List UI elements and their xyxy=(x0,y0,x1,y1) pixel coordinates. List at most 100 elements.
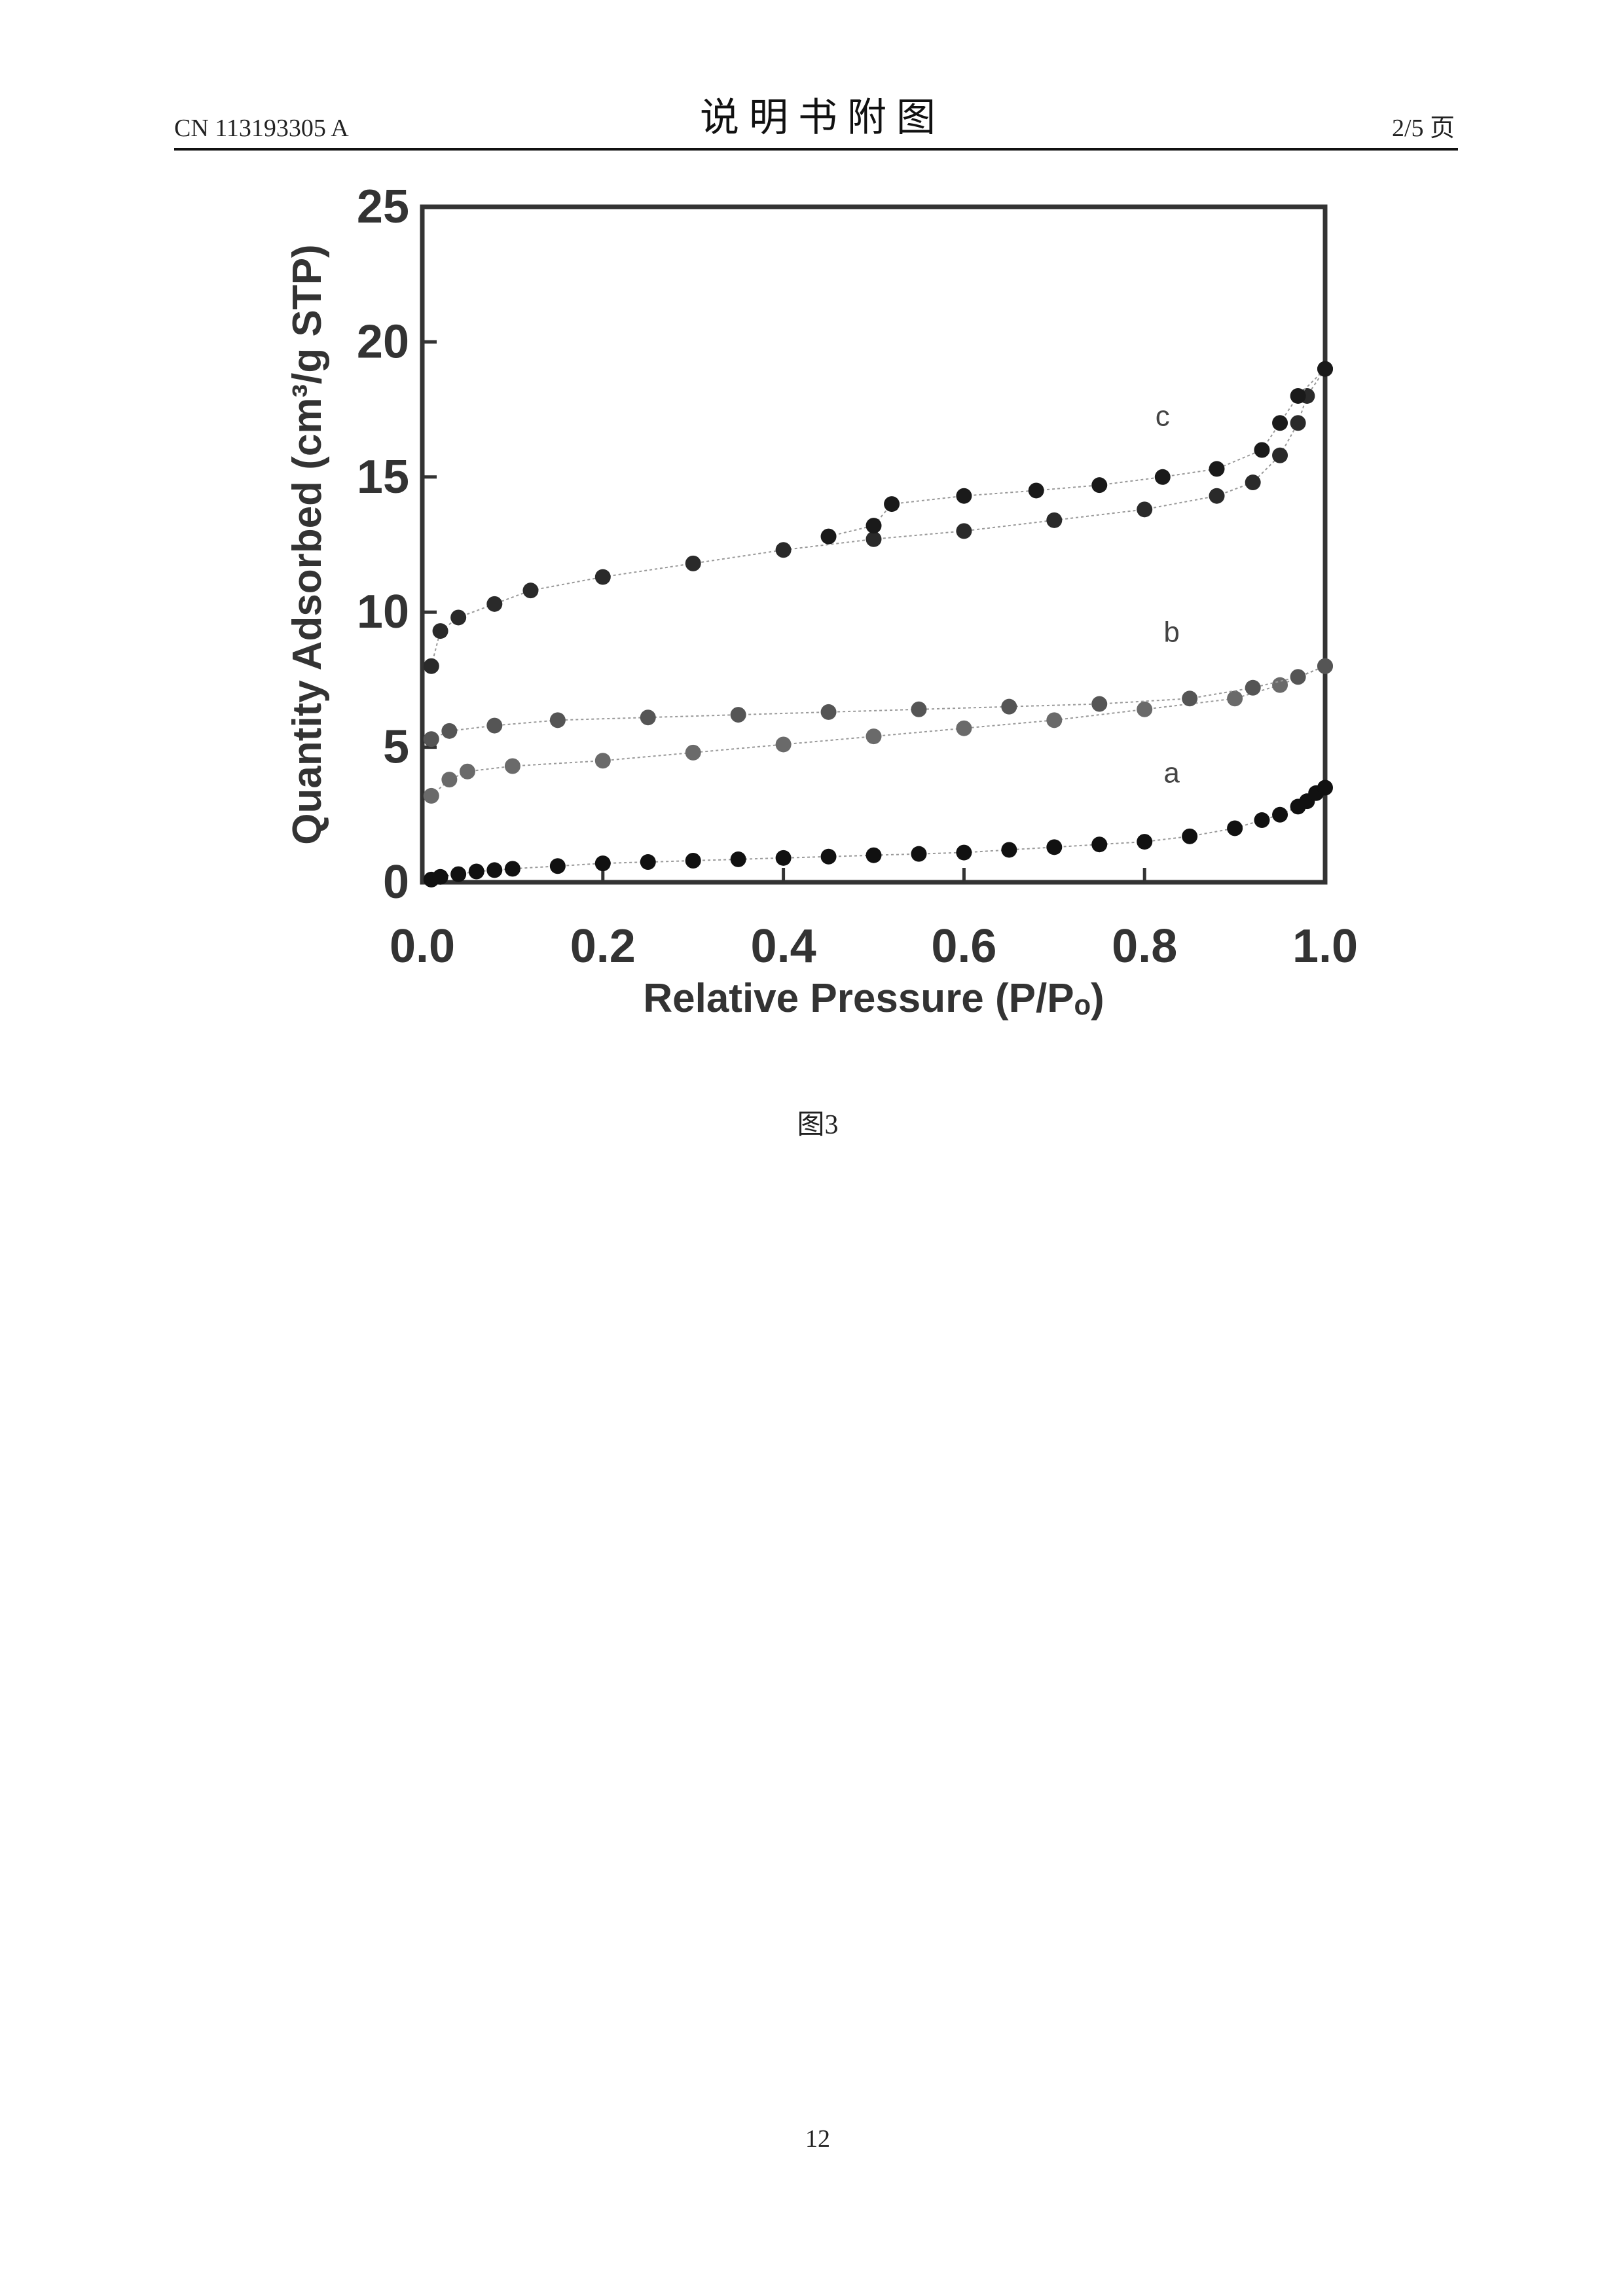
data-point xyxy=(866,847,882,863)
data-point xyxy=(594,855,611,872)
y-tick-label: 0 xyxy=(383,856,409,908)
page-count: 2/5 页 xyxy=(1392,115,1455,142)
data-point xyxy=(685,744,701,761)
data-point xyxy=(1272,415,1288,431)
data-point xyxy=(549,858,566,874)
data-point xyxy=(450,866,467,882)
data-point xyxy=(1001,698,1017,715)
data-point xyxy=(441,723,458,739)
data-point xyxy=(640,854,656,870)
data-point xyxy=(1290,387,1306,404)
data-point xyxy=(423,787,439,804)
data-point xyxy=(504,758,520,774)
data-point xyxy=(1182,691,1198,707)
y-tick-label: 20 xyxy=(357,315,409,368)
data-point xyxy=(432,869,448,885)
data-point xyxy=(956,720,972,736)
data-point xyxy=(1209,461,1225,477)
data-point xyxy=(911,846,927,862)
data-point xyxy=(911,701,927,717)
x-tick-label: 0.6 xyxy=(931,920,996,973)
figure-caption: 图3 xyxy=(797,1110,838,1140)
data-point xyxy=(432,623,448,639)
data-point xyxy=(486,717,503,734)
data-point xyxy=(1091,836,1108,853)
curve-label: a xyxy=(1163,757,1180,789)
data-point xyxy=(775,850,792,866)
patent-number: CN 113193305 A xyxy=(174,115,349,142)
data-point xyxy=(1272,677,1288,693)
data-point xyxy=(1137,701,1153,717)
data-point xyxy=(1254,812,1270,829)
data-point xyxy=(956,488,972,504)
data-point xyxy=(1046,512,1063,528)
x-tick-label: 1.0 xyxy=(1292,920,1358,973)
data-point xyxy=(1317,780,1333,796)
data-point xyxy=(1137,501,1153,518)
data-point xyxy=(423,731,439,747)
page-number: 12 xyxy=(805,2125,830,2153)
data-point xyxy=(956,844,972,861)
data-point xyxy=(450,609,467,626)
y-axis-title: Quantity Adsorbed (cm³/g STP) xyxy=(285,244,330,844)
plot-frame xyxy=(420,204,1328,885)
data-point xyxy=(866,531,882,547)
y-tick-label: 25 xyxy=(357,181,409,233)
data-point xyxy=(486,596,503,612)
y-tick-label: 10 xyxy=(357,586,409,638)
data-point xyxy=(685,852,701,869)
data-point xyxy=(522,583,539,599)
data-point xyxy=(504,861,520,877)
connector-line xyxy=(431,665,1326,740)
data-point xyxy=(820,848,837,865)
data-point xyxy=(1001,842,1017,858)
header-title: 说 明 书 附 图 xyxy=(700,96,936,139)
data-point xyxy=(1091,696,1108,712)
data-point xyxy=(441,772,458,788)
data-point xyxy=(730,707,746,723)
data-point xyxy=(1182,828,1198,844)
data-point xyxy=(486,862,503,878)
data-point xyxy=(1154,469,1171,485)
data-point xyxy=(1272,447,1288,463)
data-point xyxy=(775,736,792,753)
data-point xyxy=(730,851,746,867)
data-point xyxy=(594,569,611,585)
data-point xyxy=(884,496,900,512)
data-point xyxy=(1227,691,1243,707)
x-axis-title: Relative Pressure (P/Pₒ) xyxy=(643,976,1104,1021)
x-tick-label: 0.8 xyxy=(1112,920,1177,973)
connector-line xyxy=(431,787,1326,880)
data-point xyxy=(956,523,972,539)
x-tick-label: 0.4 xyxy=(751,920,816,973)
data-point xyxy=(594,753,611,769)
data-point xyxy=(1254,442,1270,458)
data-point xyxy=(685,555,701,571)
data-point xyxy=(459,763,475,780)
curve-label: c xyxy=(1156,400,1170,432)
data-point xyxy=(640,709,656,726)
data-point xyxy=(820,704,837,720)
data-point xyxy=(1317,658,1333,674)
y-tick-label: 15 xyxy=(357,451,409,503)
data-point xyxy=(1046,839,1063,855)
data-point xyxy=(1091,477,1108,493)
data-point xyxy=(866,728,882,745)
data-point xyxy=(1245,475,1261,491)
data-point xyxy=(1272,806,1288,823)
curve-label: b xyxy=(1163,617,1179,649)
data-point xyxy=(820,528,837,545)
data-point xyxy=(1245,679,1261,696)
data-point xyxy=(775,542,792,558)
data-point xyxy=(1317,361,1333,377)
x-tick-label: 0.2 xyxy=(570,920,636,973)
y-tick-label: 5 xyxy=(383,721,409,774)
chart: 0 5 10 15 20 25 0.0 0.2 0.4 0.6 0.8 1.0 Relative Pre… xyxy=(285,181,1358,1021)
data-point xyxy=(549,712,566,728)
data-point xyxy=(1227,820,1243,836)
data-point xyxy=(423,658,439,674)
data-point xyxy=(468,863,484,880)
